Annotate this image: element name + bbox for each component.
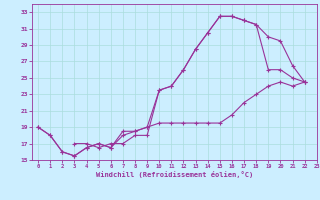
X-axis label: Windchill (Refroidissement éolien,°C): Windchill (Refroidissement éolien,°C) [96,171,253,178]
